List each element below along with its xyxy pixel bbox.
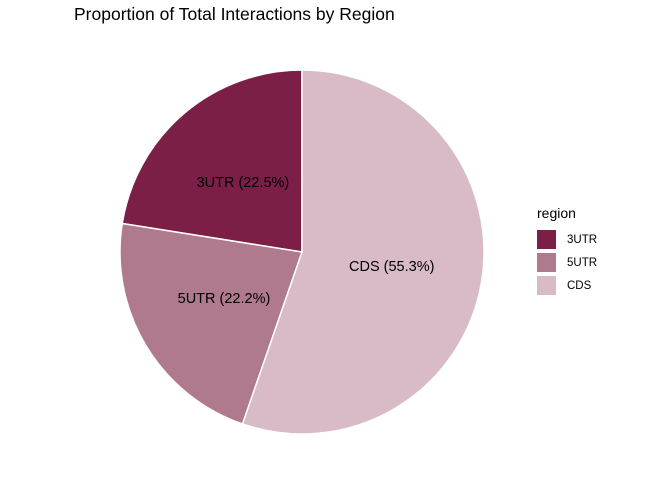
- pie-slice-5utr: [119, 222, 304, 425]
- legend-key-5utr: [537, 253, 556, 272]
- legend-item-cds: CDS: [537, 274, 597, 297]
- pie-labels: 3UTR (22.5%) 5UTR (22.2%) CDS (55.3%): [178, 175, 435, 307]
- pie-slices: [119, 69, 485, 435]
- legend-item-3utr: 3UTR: [537, 228, 597, 251]
- legend-label-cds: CDS: [567, 279, 592, 292]
- legend-title: region: [537, 205, 576, 221]
- chart-title: Proportion of Total Interactions by Regi…: [74, 4, 395, 24]
- slice-label-5utr: 5UTR (22.2%): [178, 291, 271, 307]
- legend-key-cds: [537, 276, 556, 295]
- legend-label-3utr: 3UTR: [567, 233, 598, 246]
- legend-item-5utr: 5UTR: [537, 251, 597, 274]
- legend-key-3utr: [537, 230, 556, 249]
- slice-label-3utr: 3UTR (22.5%): [197, 175, 290, 191]
- pie-slice-3utr: [121, 69, 303, 253]
- slice-label-cds: CDS (55.3%): [349, 259, 434, 275]
- legend-label-5utr: 5UTR: [567, 256, 598, 269]
- pie-slice-cds: [241, 69, 485, 435]
- legend: region 3UTR 5UTR CDS: [537, 205, 597, 297]
